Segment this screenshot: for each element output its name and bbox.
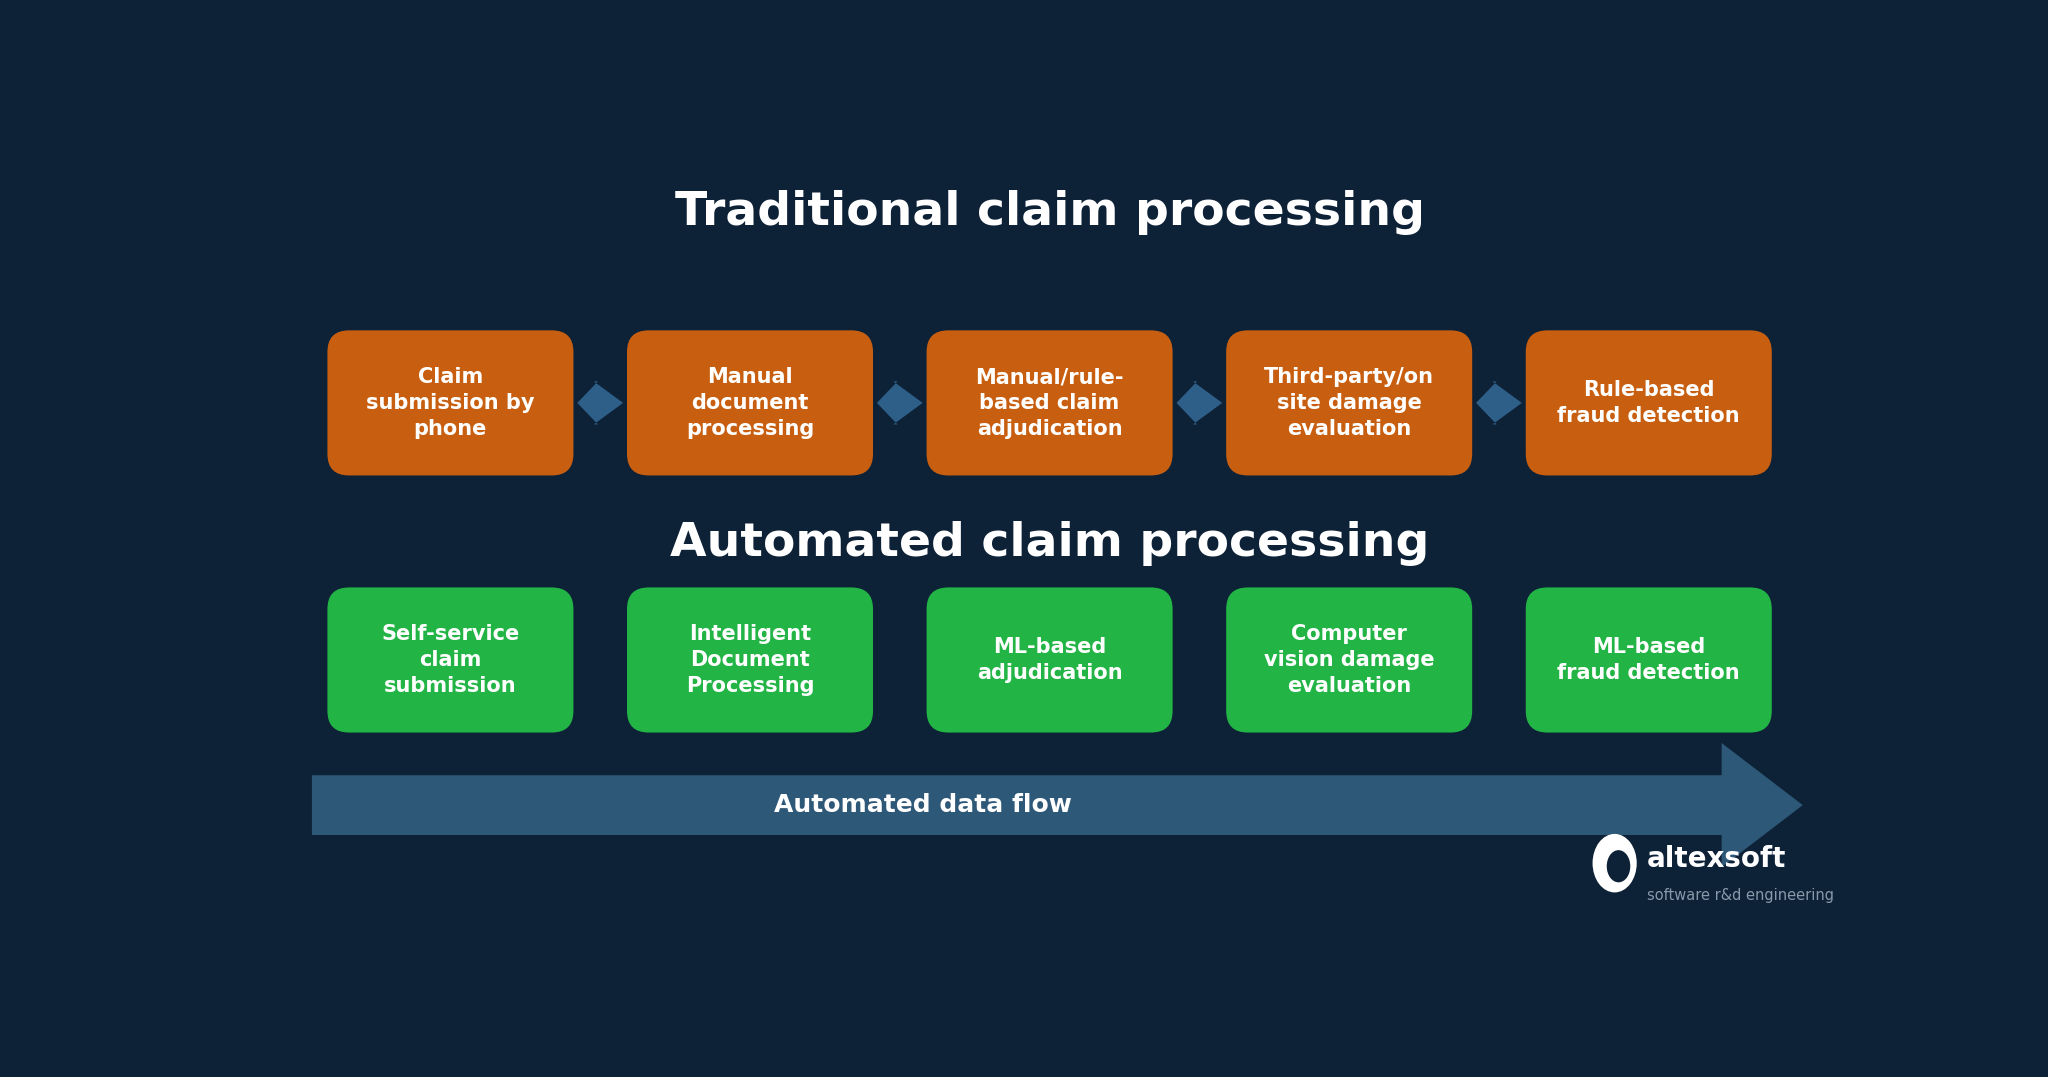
Text: Computer
vision damage
evaluation: Computer vision damage evaluation <box>1264 625 1434 696</box>
Text: ML-based
fraud detection: ML-based fraud detection <box>1556 638 1741 683</box>
Polygon shape <box>578 381 623 424</box>
Text: Rule-based
fraud detection: Rule-based fraud detection <box>1556 380 1741 425</box>
Text: Self-service
claim
submission: Self-service claim submission <box>381 625 520 696</box>
FancyBboxPatch shape <box>627 587 872 732</box>
Text: Third-party/on
site damage
evaluation: Third-party/on site damage evaluation <box>1264 367 1434 438</box>
Polygon shape <box>877 381 924 424</box>
Text: Manual
document
processing: Manual document processing <box>686 367 815 438</box>
FancyBboxPatch shape <box>328 331 573 475</box>
FancyBboxPatch shape <box>1227 587 1473 732</box>
FancyBboxPatch shape <box>926 331 1174 475</box>
Ellipse shape <box>1593 834 1636 893</box>
Text: Automated data flow: Automated data flow <box>774 793 1071 817</box>
Text: Manual/rule-
based claim
adjudication: Manual/rule- based claim adjudication <box>975 367 1124 438</box>
Text: altexsoft: altexsoft <box>1647 845 1786 873</box>
FancyBboxPatch shape <box>1526 331 1772 475</box>
Text: Claim
submission by
phone: Claim submission by phone <box>367 367 535 438</box>
FancyBboxPatch shape <box>1526 587 1772 732</box>
Polygon shape <box>1176 381 1223 424</box>
Text: software r&d engineering: software r&d engineering <box>1647 889 1835 903</box>
Text: ML-based
adjudication: ML-based adjudication <box>977 638 1122 683</box>
Ellipse shape <box>1608 850 1630 882</box>
FancyBboxPatch shape <box>627 331 872 475</box>
Polygon shape <box>1477 381 1522 424</box>
Text: Intelligent
Document
Processing: Intelligent Document Processing <box>686 625 815 696</box>
FancyBboxPatch shape <box>328 587 573 732</box>
Text: Traditional claim processing: Traditional claim processing <box>674 190 1425 235</box>
Polygon shape <box>311 743 1802 867</box>
FancyBboxPatch shape <box>926 587 1174 732</box>
FancyBboxPatch shape <box>1227 331 1473 475</box>
Text: Automated claim processing: Automated claim processing <box>670 521 1430 567</box>
